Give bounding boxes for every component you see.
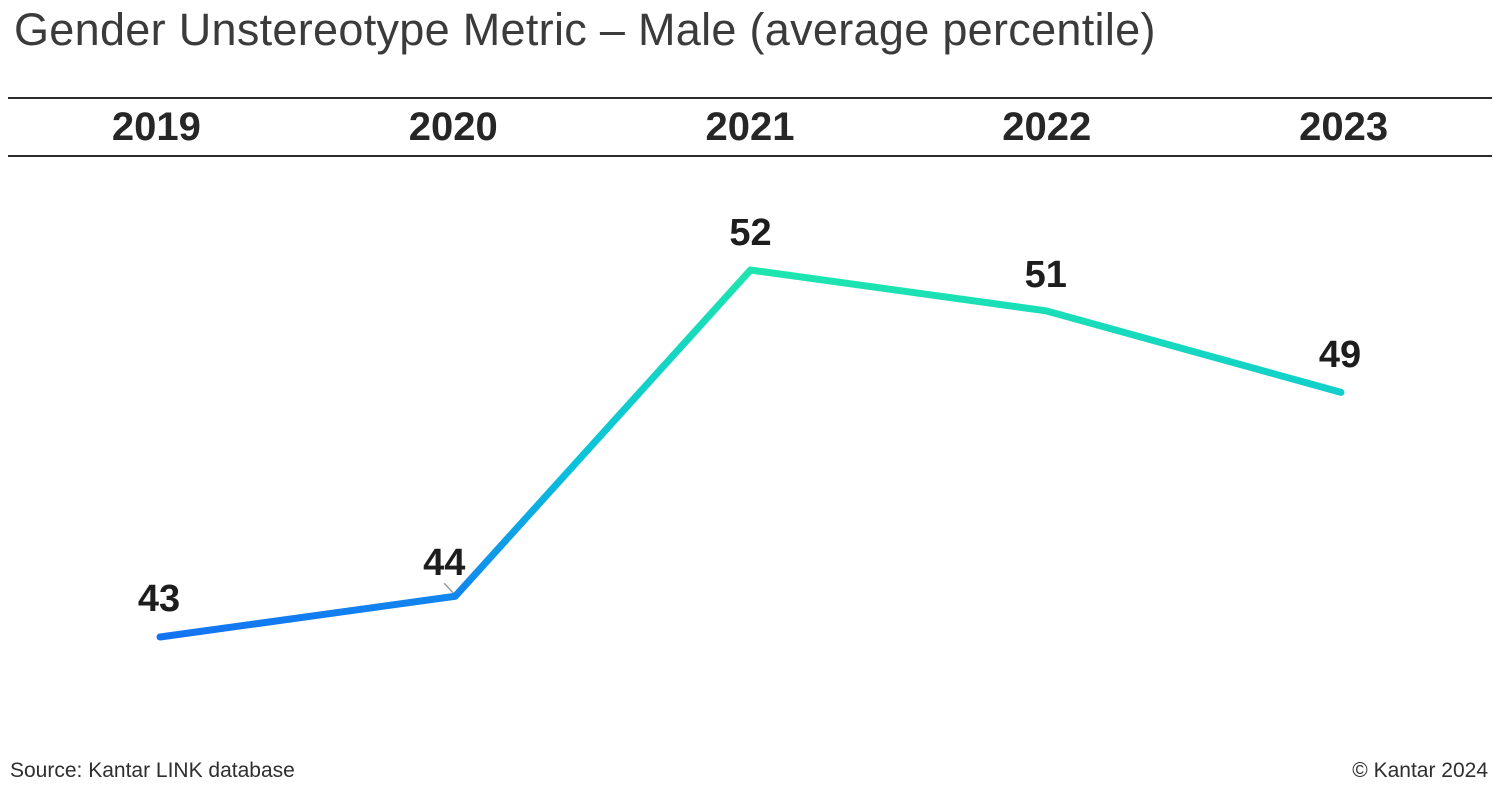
year-label-2020: 2020 [408, 104, 498, 149]
value-label-2022: 51 [1024, 253, 1067, 296]
chart-title: Gender Unstereotype Metric – Male (avera… [14, 4, 1156, 55]
trend-line [156, 266, 1345, 641]
value-label-2019: 43 [137, 578, 181, 621]
year-label-2021: 2021 [705, 104, 795, 149]
year-header-band: 2019 2020 2021 2022 2023 [8, 97, 1492, 157]
value-label-2020: 44 [423, 542, 466, 585]
year-label-2019: 2019 [111, 104, 201, 149]
copyright-text: © Kantar 2024 [1352, 759, 1488, 782]
value-label-2021: 52 [729, 212, 772, 254]
year-label-2022: 2022 [1002, 104, 1092, 149]
year-label-2023: 2023 [1299, 104, 1389, 149]
value-label-2023: 49 [1318, 334, 1362, 377]
source-text: Source: Kantar LINK database [10, 759, 295, 782]
